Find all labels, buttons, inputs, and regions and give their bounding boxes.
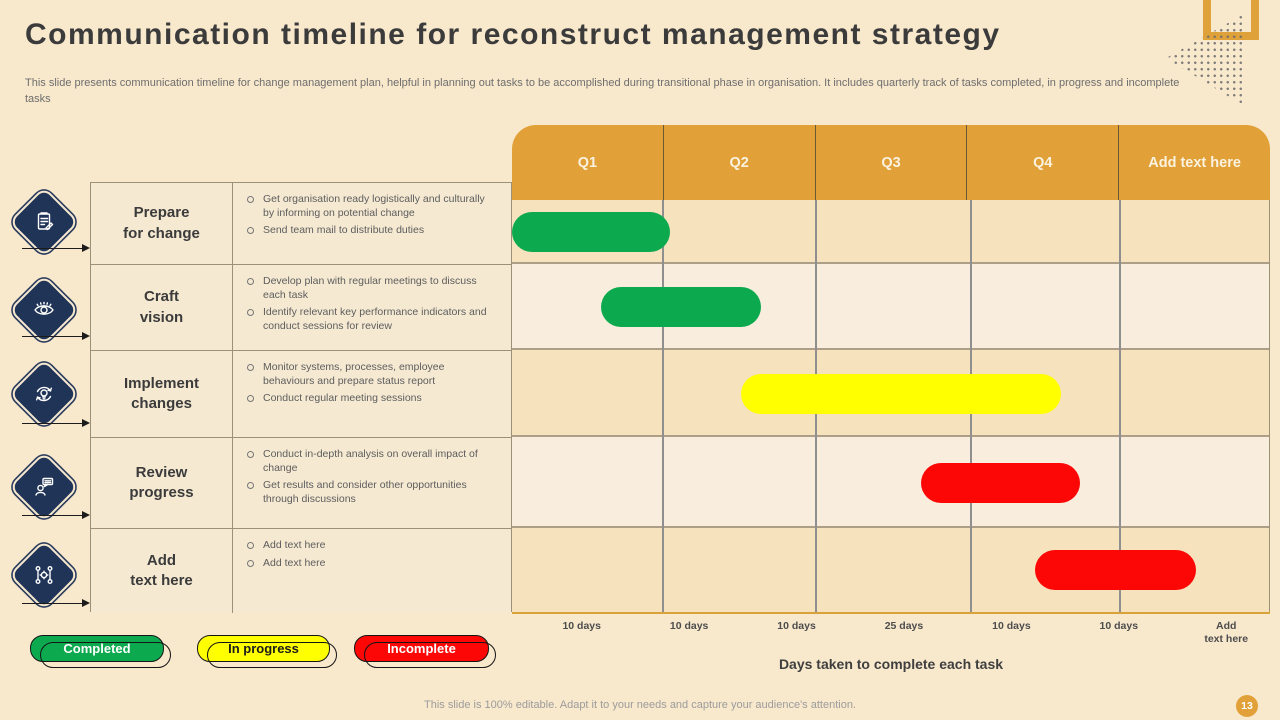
gantt-bars-layer bbox=[512, 200, 1269, 612]
bulb-cycle-icon bbox=[8, 358, 80, 430]
x-axis-title: Days taken to complete each task bbox=[778, 656, 1004, 672]
duration-label: 10 days bbox=[669, 620, 709, 632]
task-title-placeholder[interactable]: Add text here bbox=[91, 529, 233, 613]
bullet-text: Monitor systems, processes, employee beh… bbox=[263, 361, 445, 387]
gantt-bar-completed bbox=[512, 212, 670, 252]
legend-completed: Completed bbox=[30, 635, 171, 668]
table-row: Implement changes Monitor systems, proce… bbox=[91, 351, 511, 438]
row-arrow bbox=[22, 599, 90, 607]
table-row: Prepare for change Get organisation read… bbox=[91, 183, 511, 265]
task-table: Prepare for change Get organisation read… bbox=[90, 182, 512, 613]
bullet-text: Get results and consider other opportuni… bbox=[263, 479, 467, 505]
bullet-text: Identify relevant key performance indica… bbox=[263, 306, 487, 332]
grid-line bbox=[1119, 200, 1121, 612]
task-title-line: progress bbox=[129, 484, 194, 501]
bullet-marker bbox=[247, 395, 254, 403]
gantt-row bbox=[512, 437, 1269, 528]
gantt-bar-incomplete bbox=[1035, 550, 1196, 590]
gantt-grid bbox=[512, 200, 1270, 612]
task-title-line: Prepare bbox=[133, 204, 190, 222]
bullet-marker bbox=[247, 559, 254, 567]
bullet-marker bbox=[247, 196, 254, 203]
page-number-badge: 13 bbox=[1236, 695, 1258, 717]
task-title-line: for change bbox=[123, 224, 200, 242]
vision-eye-glyph bbox=[21, 287, 67, 333]
legend-label: Incomplete bbox=[387, 641, 456, 656]
column-header-add-text-placeholder[interactable]: Add text here bbox=[1119, 125, 1270, 200]
task-title-line[interactable]: Add bbox=[146, 551, 177, 569]
task-checklist-glyph bbox=[21, 199, 67, 245]
bullet-marker bbox=[247, 542, 254, 549]
task-title: Implement changes bbox=[91, 351, 233, 437]
page-subtitle: This slide presents communication timeli… bbox=[25, 77, 1180, 105]
vision-eye-icon bbox=[8, 274, 80, 346]
page-title: Communication timeline for reconstruct m… bbox=[25, 18, 1001, 51]
task-description: Monitor systems, processes, employee beh… bbox=[233, 351, 511, 437]
task-description: Conduct in-depth analysis on overall imp… bbox=[233, 438, 511, 528]
task-description: Get organisation ready logistically and … bbox=[233, 183, 511, 264]
duration-label: 10 days bbox=[1099, 620, 1139, 632]
gantt-header-row: Q1 Q2 Q3 Q4 Add text here bbox=[512, 125, 1270, 200]
legend-label: In progress bbox=[228, 641, 299, 656]
task-description-placeholder[interactable]: Add text here Add text here bbox=[233, 529, 511, 613]
gantt-bar-incomplete bbox=[921, 462, 1081, 503]
bullet-text[interactable]: Add text here bbox=[263, 556, 326, 569]
task-title-line: vision bbox=[139, 308, 184, 326]
person-chat-glyph bbox=[21, 464, 67, 510]
duration-labels-row: 10 days 10 days 10 days 25 days 10 days … bbox=[528, 620, 1280, 646]
table-row: Add text here Add text here Add text her… bbox=[91, 529, 511, 613]
duration-label: 10 days bbox=[992, 620, 1031, 632]
legend-incomplete: Incomplete bbox=[354, 635, 496, 668]
team-network-icon bbox=[8, 539, 80, 611]
row-arrow bbox=[22, 511, 90, 519]
task-title-line: changes bbox=[131, 395, 192, 412]
row-arrow bbox=[22, 332, 90, 340]
bullet-marker bbox=[247, 227, 254, 235]
row-arrow bbox=[22, 244, 90, 252]
bullet-text: Develop plan with regular meetings to di… bbox=[263, 275, 477, 301]
bullet-text: Get organisation ready logistically and … bbox=[263, 193, 485, 219]
task-title: Review progress bbox=[91, 438, 233, 528]
gantt-bar-completed bbox=[601, 287, 761, 327]
task-checklist-icon bbox=[8, 186, 80, 258]
bullet-text: Conduct regular meeting sessions bbox=[263, 392, 422, 405]
gantt-row bbox=[512, 200, 1269, 264]
column-header-q2: Q2 bbox=[663, 125, 816, 200]
task-title: Craft vision bbox=[91, 265, 233, 350]
duration-label: 10 days bbox=[777, 620, 816, 632]
bullet-marker bbox=[247, 482, 254, 490]
legend-in-progress: In progress bbox=[197, 635, 337, 668]
bulb-cycle-glyph bbox=[21, 371, 67, 417]
bullet-marker bbox=[247, 309, 254, 317]
bullet-text[interactable]: Add text here bbox=[263, 539, 326, 551]
person-chat-icon bbox=[8, 451, 80, 523]
task-title-line: Review bbox=[135, 463, 188, 481]
bullet-marker bbox=[247, 451, 254, 458]
bullet-text: Send team mail to distribute duties bbox=[263, 224, 425, 237]
duration-label-placeholder[interactable]: Add text here bbox=[1204, 620, 1249, 646]
task-title-line: Craft bbox=[143, 288, 179, 306]
gantt-baseline bbox=[512, 611, 1270, 614]
task-title: Prepare for change bbox=[91, 183, 233, 264]
column-header-q4: Q4 bbox=[967, 125, 1120, 200]
gantt-bar-in_progress bbox=[740, 373, 1061, 414]
duration-label: 25 days bbox=[884, 620, 924, 632]
legend-label: Completed bbox=[63, 641, 131, 656]
team-network-glyph bbox=[21, 552, 67, 598]
task-title-line: Implement bbox=[123, 374, 199, 392]
grid-line bbox=[662, 200, 664, 612]
bullet-text: Conduct in-depth analysis on overall imp… bbox=[263, 448, 478, 474]
bullet-marker bbox=[247, 278, 254, 285]
task-title-line[interactable]: text here bbox=[130, 572, 193, 589]
footer-note: This slide is 100% editable. Adapt it to… bbox=[424, 699, 856, 711]
duration-label: 10 days bbox=[562, 620, 601, 632]
table-row: Craft vision Develop plan with regular m… bbox=[91, 265, 511, 351]
row-arrow bbox=[22, 419, 90, 427]
task-description: Develop plan with regular meetings to di… bbox=[233, 265, 511, 350]
bullet-marker bbox=[247, 364, 254, 371]
table-row: Review progress Conduct in-depth analysi… bbox=[91, 438, 511, 529]
column-header-q1: Q1 bbox=[512, 125, 664, 200]
column-header-q3: Q3 bbox=[815, 125, 968, 200]
